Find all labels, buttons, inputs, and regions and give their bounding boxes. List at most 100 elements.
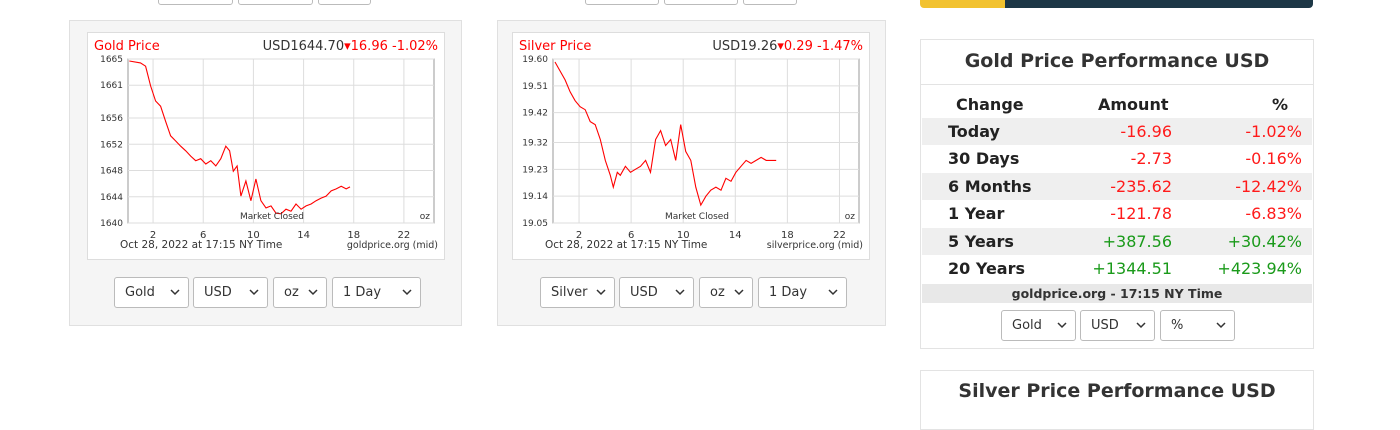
chevron [596, 289, 606, 296]
select[interactable]: oz [273, 277, 327, 308]
x-tick-label: 6 [628, 230, 634, 241]
amount-cell: -235.62 [1110, 176, 1172, 196]
date-label: Oct 28, 2022 at 17:15 NY Time [120, 239, 282, 251]
select[interactable]: 1 Day [332, 277, 421, 308]
select[interactable]: % [1160, 310, 1235, 341]
source-label: goldprice.org (mid) [347, 240, 438, 251]
quote-price: USD19.26 [712, 39, 777, 54]
table-header-row: Change Amount% [922, 91, 1312, 118]
select-cut[interactable] [585, 0, 659, 5]
page: 1640 1644 1648 1652 1656 1661 1665 2 6 10 14 18 22 Go… [69, 0, 1314, 430]
x-tick-label: 2 [150, 230, 156, 241]
y-tick-label: 1644 [100, 193, 123, 203]
y-tick-label: 19.32 [522, 138, 548, 148]
quote: USD19.26▾0.29 -1.47% [712, 39, 863, 54]
chevron [828, 289, 838, 296]
select[interactable]: USD [193, 277, 268, 308]
quote-price: USD1644.70 [263, 39, 345, 54]
percent-cell: -6.83% [1245, 204, 1302, 224]
column-header: % [1271, 95, 1288, 114]
select[interactable]: Silver [540, 277, 615, 308]
table-row: 1 Year -121.78 -6.83% [922, 200, 1312, 228]
select-cut[interactable] [158, 0, 233, 5]
select-value: % [1171, 318, 1184, 333]
x-tick-label: 22 [833, 230, 846, 241]
select[interactable]: Gold [114, 277, 189, 308]
y-tick-label: 19.05 [522, 219, 548, 229]
select-cut[interactable] [743, 0, 797, 5]
table-row: 30 Days -2.73 -0.16% [922, 145, 1312, 173]
select-value: Gold [1012, 318, 1042, 333]
select[interactable]: oz [699, 277, 753, 308]
unit-label: oz [845, 212, 856, 222]
percent-cell: -12.42% [1235, 176, 1302, 196]
table-row: 6 Months -235.62 -12.42% [922, 172, 1312, 200]
select-cut[interactable] [664, 0, 738, 5]
period-label: 6 Months [948, 176, 1032, 196]
divider [921, 84, 1313, 85]
quote-change: 0.29 [784, 39, 813, 54]
x-tick-label: 22 [398, 230, 411, 241]
x-tick-label: 6 [200, 230, 206, 241]
chevron [170, 289, 180, 296]
x-tick-label: 14 [729, 230, 742, 241]
period-label: 20 Years [948, 259, 1026, 278]
amount-cell: -121.78 [1110, 204, 1172, 224]
quote-change-pct: -1.02% [392, 39, 438, 54]
y-tick-label: 19.42 [522, 109, 548, 119]
chevron [734, 289, 744, 296]
unit-label: oz [420, 212, 431, 222]
y-tick-label: 19.60 [522, 55, 548, 65]
chevron [1216, 322, 1226, 329]
annotation: Market Closed [240, 212, 304, 222]
gold-chart: 1640 1644 1648 1652 1656 1661 1665 2 6 10 14 18 22 Go… [94, 39, 438, 251]
select-value: USD [630, 285, 658, 300]
select[interactable]: Gold [1001, 310, 1076, 341]
select[interactable]: USD [619, 277, 694, 308]
y-tick-label: 1661 [100, 81, 123, 91]
chevron [249, 289, 259, 296]
percent-cell: -0.16% [1245, 149, 1302, 169]
banner-accent [920, 0, 1006, 8]
select-value: oz [710, 285, 725, 300]
select-value: 1 Day [343, 285, 382, 300]
chevron [308, 289, 318, 296]
amount-cell: -16.96 [1120, 122, 1172, 141]
chart-title: Gold Price [94, 39, 160, 54]
source-label: silverprice.org (mid) [767, 240, 863, 251]
silver-panel: 19.05 19.14 19.23 19.32 19.42 19.51 19.60 2 6 10 1… [497, 20, 886, 326]
table-row: 5 Years +387.56 +30.42% [922, 227, 1312, 255]
y-tick-label: 1648 [100, 167, 123, 177]
banner [1005, 0, 1313, 8]
y-tick-label: 19.51 [522, 82, 548, 92]
select[interactable]: 1 Day [758, 277, 847, 308]
plot-area [552, 58, 860, 224]
chart-title: Silver Price [519, 39, 591, 54]
performance-table: Gold Price Performance USD Change Amount%… [920, 39, 1314, 349]
gold-panel: 1640 1644 1648 1652 1656 1661 1665 2 6 10 14 18 22 Go… [69, 20, 462, 326]
quote: USD1644.70▾16.96 -1.02% [263, 39, 438, 54]
performance-table: Silver Price Performance USD [920, 370, 1314, 430]
amount-cell: -2.73 [1130, 149, 1172, 169]
table-row: Today -16.96 -1.02% [922, 118, 1312, 145]
amount-cell: +1344.51 [1092, 259, 1172, 278]
table-title: Gold Price Performance USD [964, 50, 1270, 72]
chevron [1057, 322, 1067, 329]
chevron [1136, 322, 1146, 329]
change-arrow: ▾ [777, 39, 784, 54]
select-value: USD [204, 285, 232, 300]
select-value: Gold [125, 285, 155, 300]
period-label: Today [948, 122, 1000, 141]
amount-cell: +387.56 [1102, 231, 1172, 251]
x-tick-label: 10 [247, 230, 260, 241]
table-footer: goldprice.org - 17:15 NY Time [922, 284, 1312, 303]
table-title: Silver Price Performance USD [958, 380, 1276, 402]
select-cut[interactable] [238, 0, 313, 5]
y-tick-label: 19.14 [522, 192, 548, 202]
x-tick-label: 10 [677, 230, 690, 241]
select-value: 1 Day [769, 285, 808, 300]
x-tick-label: 14 [297, 230, 310, 241]
chart-frame: 1640 1644 1648 1652 1656 1661 1665 2 6 10 14 18 22 Go… [87, 32, 445, 260]
select[interactable]: USD [1080, 310, 1155, 341]
select-cut[interactable] [318, 0, 371, 5]
